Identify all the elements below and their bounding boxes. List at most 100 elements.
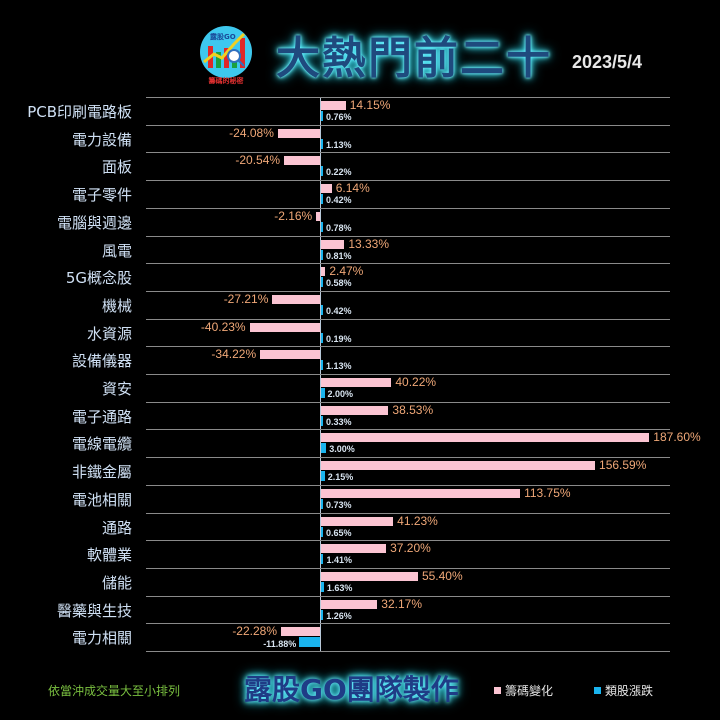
chip-change-label: 32.17% [381,596,422,611]
gridline [146,180,670,182]
chip-change-bar [321,599,378,609]
sector-change-bar [321,471,325,482]
logo-bar-icon [240,38,245,68]
chip-change-label: 55.40% [421,568,463,583]
chip-change-bar [272,294,320,304]
chip-change-label: -22.28% [232,624,278,639]
sector-change-label: 1.13% [326,361,352,372]
category-label: 水資源 [86,324,132,343]
category-label: 通路 [101,518,132,537]
logo: 露股GO 籌碼的秘密 [196,24,258,86]
sector-change-label: 1.63% [326,582,353,593]
category-label: 電力設備 [71,130,132,149]
sector-change-bar [321,609,324,620]
chip-change-label: 41.23% [397,513,438,528]
category-label: 機械 [101,296,132,315]
gridline [146,457,670,459]
category-label: 儲能 [101,573,132,592]
sector-change-label: 0.42% [326,195,352,206]
chip-change-label: 2.47% [329,264,364,279]
gridline [146,152,670,154]
logo-chart-icon: 露股GO [200,26,252,78]
gridline [146,429,670,431]
sector-change-bar [321,111,323,121]
gridline [146,207,670,209]
logo-brand-text: 露股GO [210,33,236,41]
sector-change-label: 0.81% [326,250,352,261]
sector-change-bar [321,332,323,343]
sector-change-label: 3.00% [329,444,355,455]
category-label: 電池相關 [71,490,132,509]
sector-change-label: 0.65% [326,527,352,538]
sector-change-bar [321,498,323,509]
logo-bar-icon [216,52,221,68]
chip-change-bar [321,101,346,110]
sector-change-label: 2.15% [327,472,354,483]
chip-change-label: -20.54% [235,153,281,168]
chip-change-bar [321,488,521,498]
gridline [146,595,670,597]
gridline [146,623,670,625]
chip-change-bar [316,211,320,221]
sector-change-label: 1.13% [326,139,352,150]
sector-change-bar [321,554,324,565]
category-label: 電力相關 [71,629,132,648]
chip-change-bar [321,267,326,277]
logo-caption: 籌碼的秘密 [208,77,244,85]
chip-change-bar [321,184,332,194]
sector-change-bar [321,249,323,260]
sector-change-bar [321,304,323,315]
chip-change-bar [277,128,320,138]
category-label: 電子零件 [71,186,132,205]
chip-change-bar [321,378,392,387]
sector-change-bar [321,581,324,592]
sector-change-label: 0.42% [326,305,352,316]
gridline [146,401,670,403]
sector-change-bar [321,415,323,426]
chip-change-label: -24.08% [229,125,274,140]
chip-change-bar [321,433,650,443]
category-label: PCB印刷電路板 [27,103,132,121]
gridline [146,567,670,569]
chip-change-label: -2.16% [274,208,313,223]
chip-change-label: 38.53% [392,402,434,417]
sector-change-bar [321,277,323,288]
chip-change-bar [321,405,389,415]
chip-change-bar [284,156,320,166]
category-label: 設備儀器 [71,352,132,371]
gridline [146,484,670,486]
category-label: 電子通路 [71,407,132,426]
gridline [146,235,670,237]
pink-square-icon [494,687,501,694]
sector-change-label: 0.78% [326,222,352,233]
sector-change-label: 2.00% [327,389,354,399]
sector-change-label: 0.33% [326,416,352,427]
sector-change-bar [321,221,323,232]
category-label: 電線電纜 [71,435,132,454]
category-label: 面板 [101,158,132,177]
category-label: 醫藥與生技 [56,601,132,620]
sector-change-label: 1.41% [326,555,352,566]
sector-change-label: 0.22% [326,167,352,178]
logo-bar-icon [224,48,229,68]
sector-change-bar [321,443,327,454]
category-label: 電腦與週邊 [56,213,132,232]
legend-label: 籌碼變化 [505,684,554,698]
gridline [146,318,670,320]
chip-change-bar [249,322,320,332]
gridline [146,374,670,375]
legend-item-chip-change: 籌碼變化 [494,682,553,699]
sector-change-bar [321,360,323,371]
chip-change-label: 13.33% [348,236,390,251]
sector-change-label: 0.73% [326,499,352,510]
sector-change-bar [321,194,323,205]
chip-change-bar [281,627,320,637]
gridline [146,346,670,348]
chip-change-label: -27.21% [223,291,269,306]
chip-change-label: 6.14% [335,181,370,196]
chip-change-label: 187.60% [653,430,701,445]
chip-change-label: -34.22% [211,347,257,362]
chip-change-bar [321,461,596,471]
gridline [146,290,670,292]
